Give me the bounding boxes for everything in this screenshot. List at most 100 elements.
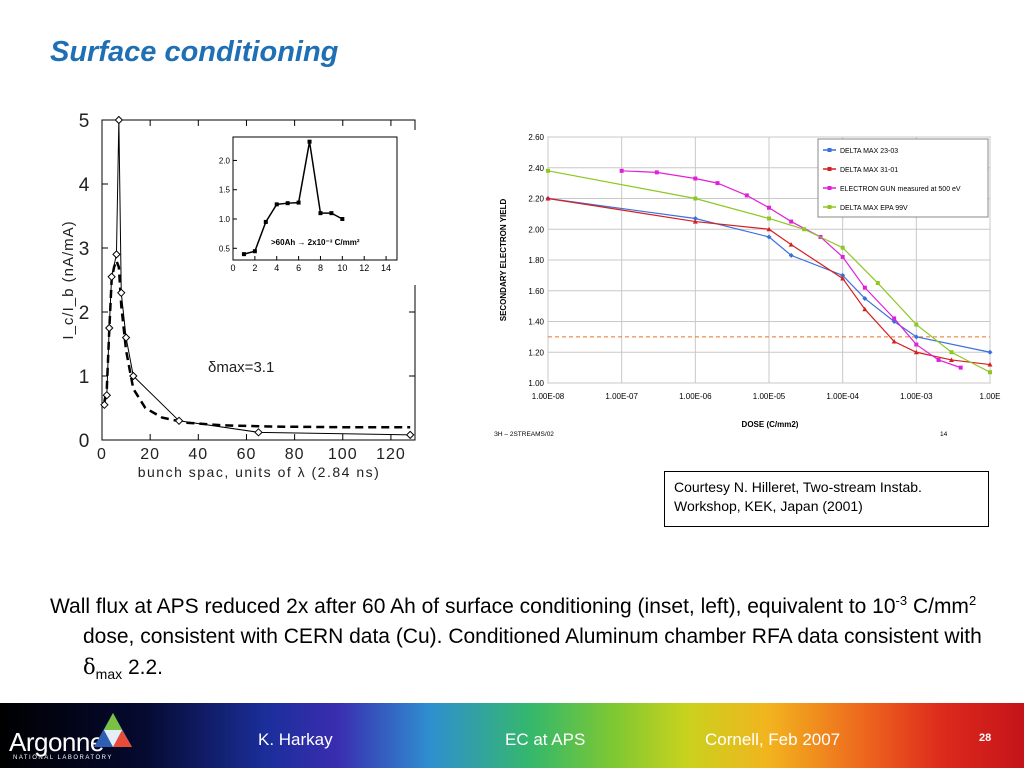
right-footnote-left: ЗН – 2STREAMS/02 (494, 431, 554, 438)
left-x-tick-label: 60 (237, 446, 257, 463)
right-data-point (936, 357, 941, 362)
right-x-tick-label: 1.00E-03 (900, 392, 933, 401)
right-data-point (619, 168, 624, 173)
left-data-point (121, 333, 131, 342)
right-x-axis-label: DOSE (C/mm2) (742, 420, 799, 429)
argonne-logo-text: Argonne (9, 727, 104, 757)
inset-data-point (263, 219, 268, 224)
right-data-point (862, 295, 868, 301)
right-data-point (766, 226, 772, 232)
right-x-tick-label: 1.00E-07 (605, 392, 638, 401)
left-y-tick-label: 4 (79, 175, 90, 196)
right-data-point (715, 181, 720, 186)
inset-plot-frame (232, 136, 398, 261)
right-data-point (802, 227, 807, 232)
left-data-point (405, 430, 415, 440)
left-x-tick-label: 80 (285, 446, 305, 463)
right-data-point (948, 357, 954, 362)
body-exponent-2: 2 (968, 593, 977, 608)
right-y-tick-label: 1.20 (528, 348, 544, 357)
body-text-part-2: C/mm (907, 595, 969, 618)
inset-annotation: >60Ah → 2x10⁻³ C/mm² (271, 238, 360, 247)
left-x-tick-label: 100 (328, 446, 358, 463)
inset-data-point (340, 217, 345, 221)
right-y-tick-label: 1.80 (528, 256, 544, 265)
footer-bar: Argonne NATIONAL LABORATORY K. Harkay EC… (0, 703, 1024, 768)
left-y-tick-label: 0 (79, 431, 90, 452)
right-data-point (546, 168, 550, 173)
inset-background (215, 130, 417, 285)
courtesy-line-1: Courtesy N. Hilleret, Two-stream Instab. (674, 479, 922, 495)
inset-data-point (285, 201, 290, 206)
inset-y-tick-label: 0.5 (219, 244, 231, 253)
footer-venue-date: Cornell, Feb 2007 (705, 730, 841, 749)
left-data-point (174, 416, 184, 426)
left-data-point (254, 428, 263, 437)
right-data-point (767, 205, 771, 210)
inset-series-line (243, 141, 343, 255)
left-data-point (100, 400, 109, 410)
right-data-point (914, 342, 919, 347)
left-series-dashed-fit (103, 257, 411, 429)
right-data-point (891, 338, 897, 344)
right-y-tick-label: 2.20 (528, 195, 544, 204)
right-data-point (892, 316, 897, 321)
left-y-tick-label: 2 (79, 303, 90, 324)
right-data-point (692, 215, 698, 221)
left-x-axis-label: bunch spac, units of λ (2.84 ns) (138, 464, 381, 480)
right-data-point (914, 322, 919, 327)
right-data-point (693, 176, 698, 181)
right-y-tick-label: 2.00 (528, 225, 544, 234)
right-data-point (545, 196, 551, 201)
right-chart-sey-vs-dose: 1.00 1.20 1.40 1.60 1.80 2.00 2.20 2.40 2.60 1.00… (494, 133, 1000, 438)
courtesy-note: Courtesy N. Hilleret, Two-stream Instab.… (664, 471, 989, 527)
left-x-tick-label: 40 (188, 446, 208, 463)
right-data-point (766, 234, 772, 240)
right-footnote-right: 14 (940, 431, 948, 438)
right-legend-marker (827, 167, 832, 171)
inset-x-tick-label: 8 (318, 263, 323, 273)
right-data-point (958, 365, 963, 370)
left-data-point (112, 250, 121, 259)
right-data-point (840, 245, 845, 250)
left-series-measured (103, 119, 411, 436)
delta-symbol: δ (83, 655, 96, 679)
inset-data-point (274, 202, 279, 207)
right-data-point (840, 254, 845, 259)
footer-author: K. Harkay (258, 730, 333, 749)
inset-x-tick-label: 10 (337, 263, 347, 273)
inset-x-tick-label: 2 (252, 263, 257, 273)
right-y-tick-label: 1.40 (528, 318, 544, 327)
right-legend-marker (827, 148, 832, 152)
right-x-tick-label: 1.00E-08 (532, 392, 565, 401)
page-number: 28 (979, 732, 992, 744)
right-data-point (862, 306, 868, 312)
courtesy-line-2: Workshop, KEK, Japan (2001) (674, 498, 863, 514)
left-data-point (129, 371, 138, 381)
inset-y-tick-label: 1.0 (219, 215, 231, 224)
left-data-point (107, 272, 116, 282)
left-x-tick-label: 20 (140, 446, 160, 463)
body-exponent-1: -3 (895, 593, 908, 608)
inset-data-point (329, 211, 334, 216)
right-data-point (949, 350, 954, 355)
left-y-tick-label: 5 (79, 111, 90, 132)
right-y-tick-label: 2.40 (528, 164, 544, 173)
right-y-tick-label: 1.00 (528, 379, 544, 388)
body-text-part-1: Wall flux at APS reduced 2x after 60 Ah … (50, 595, 896, 618)
right-y-tick-label: 2.60 (528, 133, 544, 142)
left-y-tick-label: 3 (79, 239, 90, 260)
right-y-axis-label: SECONDARY ELECTRON YIELD (499, 199, 508, 322)
inset-x-tick-label: 4 (274, 263, 279, 273)
delta-subscript: max (95, 666, 123, 683)
left-data-point (105, 323, 114, 333)
footer-talk-title: EC at APS (505, 730, 586, 749)
inset-x-tick-label: 6 (296, 263, 301, 273)
slide-title: Surface conditioning (50, 36, 339, 68)
right-data-point (789, 219, 794, 224)
body-paragraph: Wall flux at APS reduced 2x after 60 Ah … (50, 586, 1023, 689)
right-legend-marker (827, 205, 832, 209)
inset-y-tick-label: 2.0 (219, 156, 231, 165)
right-data-point (840, 275, 846, 281)
